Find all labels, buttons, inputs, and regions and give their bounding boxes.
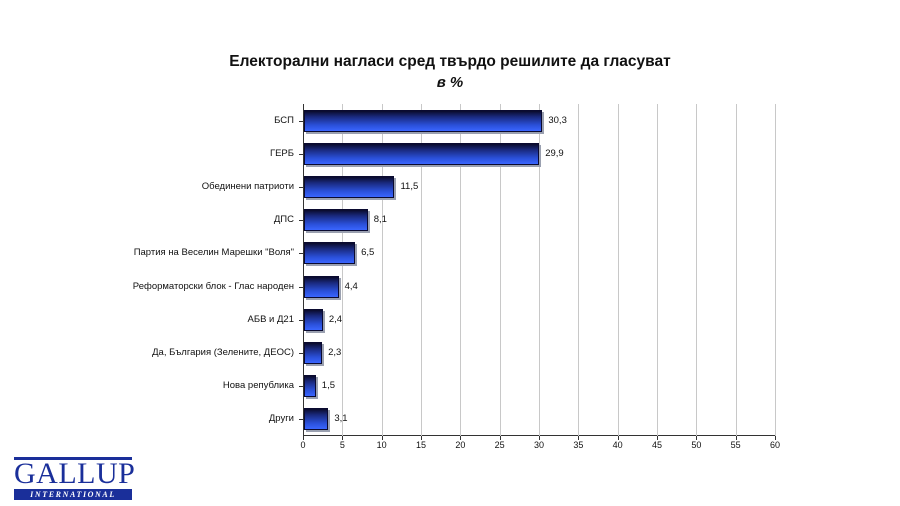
plot-area: 30,3 29,9 11,5 8,1 6,5 4,4 2,4 2,3 1,5 3,1: [299, 104, 776, 440]
bar: [304, 375, 316, 398]
gridline: [539, 104, 540, 436]
x-tick-label: 10: [376, 440, 387, 450]
category-label: Други: [268, 413, 294, 425]
bar: [304, 242, 356, 265]
bar: [304, 176, 395, 198]
x-tick-label: 50: [691, 440, 702, 450]
bar-value-label: 2,4: [328, 313, 343, 325]
x-tick: [303, 436, 304, 440]
logo-subtitle: INTERNATIONAL: [14, 489, 132, 500]
category-label: Да, България (Зелените, ДЕОС): [152, 347, 294, 358]
logo-top-rule: [14, 457, 132, 460]
x-tick-label: 35: [573, 440, 584, 450]
bar-value-label: 2,3: [328, 347, 342, 358]
bar: [304, 308, 323, 331]
x-tick: [342, 436, 344, 440]
y-tick: [299, 120, 303, 122]
gridline: [696, 104, 698, 436]
x-tick: [617, 436, 619, 440]
chart-title: Електорални нагласи сред твърдо решилите…: [229, 53, 671, 70]
category-label: ГЕРБ: [269, 147, 294, 159]
category-label: БСП: [274, 114, 294, 126]
x-tick: [578, 436, 580, 440]
x-tick-label: 15: [415, 440, 426, 450]
bar-value-label: 1,5: [321, 380, 336, 392]
category-label: Партия на Веселин Марешки "Воля": [133, 247, 294, 259]
gridline: [460, 104, 462, 436]
bar-value-label: 29,9: [545, 147, 564, 159]
y-tick: [299, 187, 303, 188]
x-tick: [775, 436, 776, 440]
gridline: [421, 104, 422, 436]
x-tick: [539, 436, 540, 440]
y-tick: [299, 419, 303, 421]
gallup-international-logo: GALLUP INTERNATIONAL: [14, 457, 136, 500]
bar-value-label: 30,3: [548, 114, 567, 126]
y-tick: [299, 386, 303, 388]
y-tick: [299, 286, 303, 288]
x-tick-label: 5: [339, 440, 345, 450]
x-tick-label: 40: [612, 440, 623, 450]
y-tick: [299, 220, 303, 222]
x-tick: [657, 436, 658, 440]
gridline: [775, 104, 776, 436]
bar-value-label: 6,5: [361, 247, 375, 259]
x-tick: [421, 436, 422, 440]
y-tick: [299, 353, 303, 354]
bar: [304, 342, 323, 364]
bar: [304, 408, 329, 431]
x-tick-label: 25: [494, 440, 505, 450]
bar: [304, 209, 368, 232]
bar-value-label: 8,1: [373, 214, 387, 226]
x-tick: [499, 436, 501, 440]
x-tick-label: 30: [533, 440, 544, 450]
category-label: ДПС: [273, 214, 294, 226]
x-tick: [696, 436, 698, 440]
gridline: [499, 104, 501, 436]
logo-wordmark: GALLUP: [14, 457, 136, 490]
bar-value-label: 4,4: [344, 280, 358, 292]
bar-value-label: 3,1: [334, 413, 348, 425]
gridline: [381, 104, 383, 436]
x-tick-label: 60: [769, 440, 780, 450]
y-axis: [303, 104, 304, 436]
gridline: [735, 104, 737, 436]
x-tick: [735, 436, 737, 440]
category-label: АБВ и Д21: [247, 313, 295, 325]
category-label: Обединени патриоти: [201, 181, 294, 192]
bar: [304, 109, 543, 132]
category-label: Нова република: [222, 380, 294, 392]
chart-subtitle: в %: [436, 74, 464, 91]
bar: [304, 275, 339, 298]
x-tick: [460, 436, 462, 440]
x-tick-label: 55: [730, 440, 741, 450]
x-tick-label: 45: [651, 440, 662, 450]
bar-value-label: 11,5: [400, 181, 419, 192]
x-tick-label: 20: [455, 440, 466, 450]
bar: [304, 142, 540, 165]
y-tick: [299, 319, 303, 321]
y-tick: [299, 153, 303, 155]
x-tick: [381, 436, 383, 440]
y-tick: [299, 253, 303, 255]
gridline: [342, 104, 344, 436]
category-label: Реформаторски блок - Глас народен: [132, 280, 294, 292]
gridline: [657, 104, 658, 436]
x-tick-label: 0: [300, 440, 306, 450]
gridline: [617, 104, 619, 436]
gridline: [578, 104, 580, 436]
